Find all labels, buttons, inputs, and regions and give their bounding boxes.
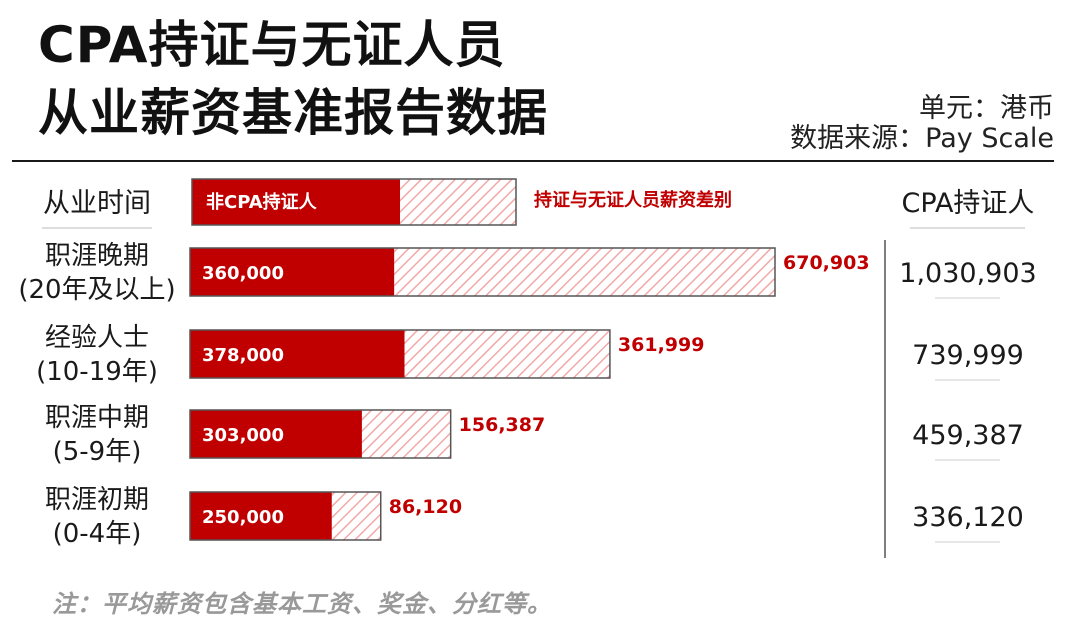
legend-label-non-cpa: 非CPA持证人 — [206, 191, 318, 213]
category-sublabel: (0-4年) — [53, 519, 142, 549]
data-label-non-cpa: 378,000 — [202, 345, 284, 366]
bar-non-cpa — [190, 410, 362, 458]
bar-non-cpa — [190, 492, 332, 540]
source-label: 数据来源：Pay Scale — [790, 123, 1054, 154]
category-sublabel: (5-9年) — [53, 437, 142, 467]
data-label-difference: 670,903 — [783, 252, 870, 274]
bar-non-cpa — [190, 330, 405, 378]
bar-difference — [394, 248, 775, 296]
legend-label-difference: 持证与无证人员薪资差别 — [534, 189, 732, 211]
total-value: 739,999 — [912, 340, 1024, 371]
bar-difference — [331, 492, 381, 540]
data-label-non-cpa: 250,000 — [202, 507, 284, 528]
bar-difference — [404, 330, 610, 378]
data-label-difference: 156,387 — [459, 414, 546, 436]
category-label: 职涯初期 — [45, 485, 149, 515]
bar-outline — [189, 491, 382, 541]
category-sublabel: (20年及以上) — [18, 275, 175, 305]
category-label: 经验人士 — [45, 323, 149, 353]
category-label: 职涯晚期 — [45, 241, 149, 271]
bar-outline — [189, 329, 611, 379]
title-divider — [12, 160, 1054, 162]
header-total-label: CPA持证人 — [902, 188, 1035, 219]
category-label: 职涯中期 — [45, 403, 149, 433]
bar-non-cpa — [190, 248, 395, 296]
data-label-non-cpa: 360,000 — [202, 263, 284, 284]
legend-swatch-non-cpa — [192, 179, 400, 225]
bar-outline — [189, 409, 452, 459]
total-value: 1,030,903 — [899, 258, 1036, 289]
data-label-difference: 86,120 — [389, 496, 462, 518]
legend-box — [191, 178, 517, 226]
legend-swatch-difference — [400, 179, 516, 225]
total-value: 336,120 — [912, 502, 1024, 533]
total-value: 459,387 — [912, 420, 1024, 451]
bar-difference — [361, 410, 451, 458]
bar-outline — [189, 247, 776, 297]
chart-title-line-1: CPA持证与无证人员 — [38, 16, 506, 74]
category-sublabel: (10-19年) — [36, 357, 158, 387]
header-category-label: 从业时间 — [43, 188, 151, 219]
footnote: 注：平均薪资包含基本工资、奖金、分红等。 — [52, 590, 552, 618]
chart-title-line-2: 从业薪资基准报告数据 — [38, 84, 548, 142]
data-label-non-cpa: 303,000 — [202, 425, 284, 446]
unit-label: 单元：港币 — [919, 93, 1054, 124]
data-label-difference: 361,999 — [618, 334, 705, 356]
